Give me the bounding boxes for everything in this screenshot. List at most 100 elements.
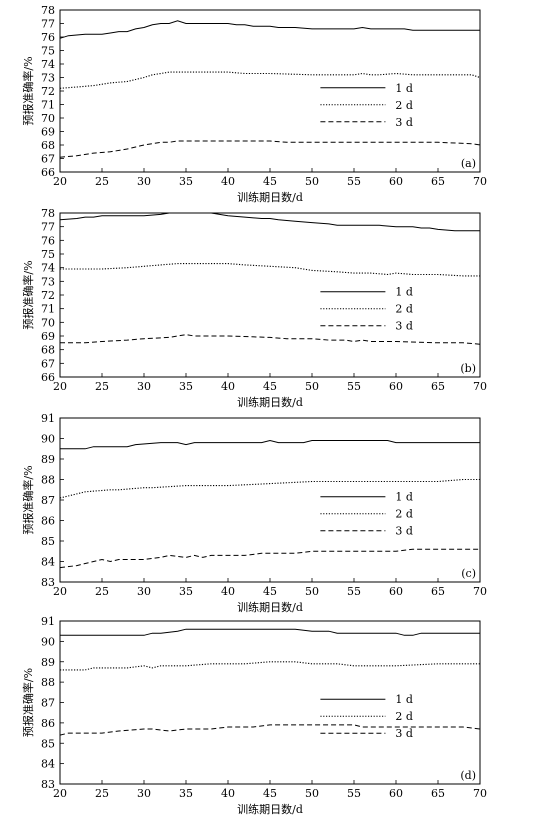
x-tick-label: 70 [473, 175, 487, 188]
x-tick-label: 60 [389, 585, 403, 598]
x-tick-label: 25 [95, 585, 109, 598]
x-tick-label: 65 [431, 585, 445, 598]
panel-label: (d) [460, 769, 476, 782]
series-line-dotted [60, 263, 480, 277]
x-tick-label: 45 [263, 380, 277, 393]
x-tick-label: 35 [179, 175, 193, 188]
x-tick-label: 55 [347, 787, 361, 800]
panel-label: (c) [461, 567, 476, 580]
x-tick-label: 65 [431, 787, 445, 800]
x-axis-title: 训练期日数/d [237, 190, 303, 204]
chart-panel-0: 20 25 30 35 40 45 50 55 60 65 70666768697071727374… [21, 4, 487, 204]
y-tick-label: 75 [41, 45, 55, 58]
y-tick-label: 86 [41, 515, 55, 528]
y-tick-label: 91 [41, 412, 55, 425]
y-tick-label: 83 [41, 576, 55, 589]
legend-label: 2 d [395, 710, 413, 723]
y-tick-label: 85 [41, 535, 55, 548]
x-tick-label: 40 [221, 380, 235, 393]
y-tick-label: 83 [41, 778, 55, 791]
legend-label: 1 d [395, 693, 413, 706]
plot-frame [59, 212, 481, 378]
y-tick-label: 90 [41, 635, 55, 648]
x-tick-label: 55 [347, 585, 361, 598]
y-tick-label: 77 [41, 221, 55, 234]
y-tick-label: 88 [41, 676, 55, 689]
legend-label: 2 d [395, 99, 413, 112]
y-tick-label: 88 [41, 474, 55, 487]
x-tick-label: 45 [263, 585, 277, 598]
y-tick-label: 73 [41, 275, 55, 288]
y-tick-label: 84 [41, 556, 55, 569]
y-tick-label: 74 [41, 262, 55, 275]
y-tick-label: 78 [41, 207, 55, 220]
y-tick-label: 78 [41, 4, 55, 17]
x-tick-label: 20 [53, 175, 67, 188]
x-tick-label: 60 [389, 787, 403, 800]
x-tick-label: 25 [95, 380, 109, 393]
legend-label: 3 d [395, 320, 413, 333]
legend-label: 1 d [395, 286, 413, 299]
y-tick-label: 76 [41, 31, 55, 44]
x-tick-label: 60 [389, 175, 403, 188]
x-axis-title: 训练期日数/d [237, 395, 303, 409]
y-axis-title: 预报准确率/% [21, 668, 35, 737]
x-axis-title: 训练期日数/d [237, 600, 303, 614]
x-tick-label: 40 [221, 585, 235, 598]
x-tick-label: 70 [473, 787, 487, 800]
x-tick-label: 70 [473, 585, 487, 598]
chart-panel-2: 20 25 30 35 40 45 50 55 60 65 70 83 84 85 86 87 88 89 90 91… [21, 412, 487, 614]
x-tick-label: 50 [305, 175, 319, 188]
panel-label: (a) [461, 157, 476, 170]
x-tick-label: 20 [53, 787, 67, 800]
legend-label: 2 d [395, 303, 413, 316]
legend-label: 1 d [395, 82, 413, 95]
y-tick-label: 84 [41, 758, 55, 771]
y-tick-label: 70 [41, 112, 55, 125]
x-tick-label: 25 [95, 787, 109, 800]
y-tick-label: 72 [41, 85, 55, 98]
y-tick-label: 91 [41, 615, 55, 628]
y-tick-label: 76 [41, 234, 55, 247]
series-line-dashed [59, 724, 481, 736]
series-line-dashed [59, 548, 480, 569]
y-tick-label: 68 [41, 344, 55, 357]
y-axis-title: 预报准确率/% [21, 260, 35, 329]
y-tick-label: 69 [41, 330, 55, 343]
x-tick-label: 35 [179, 787, 193, 800]
series-line-dotted [59, 71, 481, 89]
x-tick-label: 50 [305, 585, 319, 598]
y-tick-label: 67 [41, 153, 55, 166]
y-tick-label: 89 [41, 656, 55, 669]
y-tick-label: 74 [41, 58, 55, 71]
plot-frame [59, 620, 481, 785]
y-tick-label: 86 [41, 717, 55, 730]
y-tick-label: 71 [41, 303, 55, 316]
x-tick-label: 20 [53, 380, 67, 393]
x-tick-label: 45 [263, 787, 277, 800]
x-tick-label: 40 [221, 787, 235, 800]
y-tick-label: 69 [41, 126, 55, 139]
legend-label: 3 d [395, 116, 413, 129]
legend-label: 2 d [395, 508, 413, 521]
y-tick-label: 67 [41, 357, 55, 370]
series-line-dotted [60, 661, 480, 671]
y-tick-label: 90 [41, 433, 55, 446]
y-tick-label: 72 [41, 289, 55, 302]
legend-label: 1 d [395, 491, 413, 504]
y-tick-label: 85 [41, 737, 55, 750]
x-tick-label: 30 [137, 175, 151, 188]
series-line-solid [59, 212, 480, 232]
x-tick-label: 45 [263, 175, 277, 188]
series-line-dashed [60, 334, 481, 345]
x-tick-label: 50 [305, 787, 319, 800]
series-line-solid [59, 20, 480, 39]
y-tick-label: 87 [41, 697, 55, 710]
y-tick-label: 66 [41, 371, 55, 384]
x-tick-label: 65 [431, 380, 445, 393]
y-tick-label: 66 [41, 166, 55, 179]
y-tick-label: 71 [41, 99, 55, 112]
series-line-solid [60, 628, 480, 636]
x-axis-title: 训练期日数/d [237, 802, 303, 816]
